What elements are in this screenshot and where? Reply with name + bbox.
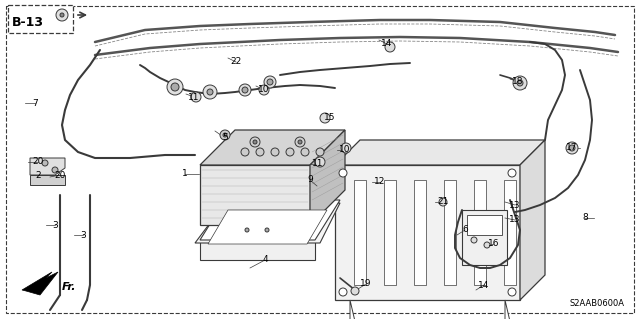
- Polygon shape: [343, 300, 357, 319]
- Circle shape: [471, 237, 477, 243]
- Text: 16: 16: [488, 240, 500, 249]
- Polygon shape: [520, 140, 545, 300]
- Text: 10: 10: [259, 85, 269, 94]
- FancyBboxPatch shape: [8, 5, 73, 33]
- Circle shape: [508, 288, 516, 296]
- Text: 14: 14: [381, 40, 393, 48]
- Text: 6: 6: [462, 226, 468, 234]
- Circle shape: [239, 84, 251, 96]
- Text: 1: 1: [182, 169, 188, 179]
- Circle shape: [484, 242, 490, 248]
- Circle shape: [508, 169, 516, 177]
- Bar: [474, 180, 486, 285]
- Text: 22: 22: [230, 57, 242, 66]
- Polygon shape: [22, 272, 58, 295]
- Bar: [462, 210, 507, 265]
- Circle shape: [513, 76, 527, 90]
- Polygon shape: [30, 158, 65, 175]
- Text: 15: 15: [324, 113, 336, 122]
- Polygon shape: [208, 210, 327, 244]
- Polygon shape: [335, 140, 545, 165]
- Circle shape: [42, 160, 48, 166]
- Polygon shape: [200, 165, 310, 225]
- Circle shape: [517, 80, 523, 86]
- Polygon shape: [195, 203, 340, 243]
- Circle shape: [439, 198, 447, 206]
- Text: 2: 2: [35, 170, 41, 180]
- Circle shape: [167, 79, 183, 95]
- Circle shape: [271, 148, 279, 156]
- Text: 18: 18: [512, 78, 524, 86]
- Text: 10: 10: [339, 145, 351, 154]
- Circle shape: [264, 76, 276, 88]
- Text: 14: 14: [478, 280, 490, 290]
- Text: 8: 8: [582, 213, 588, 222]
- Circle shape: [351, 287, 359, 295]
- Circle shape: [569, 145, 575, 151]
- Text: B-13: B-13: [12, 16, 44, 28]
- Polygon shape: [200, 200, 340, 240]
- Text: 3: 3: [80, 231, 86, 240]
- Circle shape: [250, 137, 260, 147]
- Text: 13: 13: [509, 201, 521, 210]
- Circle shape: [60, 13, 64, 17]
- Polygon shape: [30, 175, 65, 185]
- Circle shape: [301, 148, 309, 156]
- Circle shape: [223, 133, 227, 137]
- Circle shape: [286, 148, 294, 156]
- Circle shape: [56, 9, 68, 21]
- Polygon shape: [310, 130, 345, 225]
- Text: 17: 17: [566, 144, 578, 152]
- Circle shape: [265, 228, 269, 232]
- Polygon shape: [200, 240, 315, 260]
- Text: 3: 3: [52, 220, 58, 229]
- Text: 9: 9: [307, 175, 313, 184]
- Circle shape: [203, 85, 217, 99]
- Circle shape: [241, 148, 249, 156]
- Text: 20: 20: [54, 170, 66, 180]
- Circle shape: [220, 130, 230, 140]
- Text: 13: 13: [509, 216, 521, 225]
- Circle shape: [256, 148, 264, 156]
- Text: 12: 12: [374, 177, 386, 187]
- Bar: [467, 215, 502, 235]
- Circle shape: [566, 142, 578, 154]
- Polygon shape: [335, 165, 520, 300]
- Circle shape: [191, 92, 201, 102]
- Bar: [414, 180, 426, 285]
- Bar: [384, 180, 396, 285]
- Circle shape: [207, 89, 213, 95]
- Circle shape: [315, 157, 325, 167]
- Circle shape: [295, 137, 305, 147]
- Text: 7: 7: [32, 99, 38, 108]
- Circle shape: [245, 228, 249, 232]
- Circle shape: [385, 42, 395, 52]
- Circle shape: [341, 143, 351, 153]
- Bar: [354, 180, 366, 285]
- Text: 5: 5: [222, 133, 228, 143]
- Circle shape: [259, 85, 269, 95]
- Text: 19: 19: [360, 279, 372, 288]
- Bar: [504, 180, 516, 285]
- Circle shape: [52, 167, 58, 173]
- Text: 21: 21: [437, 197, 449, 206]
- Text: 4: 4: [262, 256, 268, 264]
- Text: 11: 11: [188, 93, 200, 101]
- Circle shape: [339, 288, 347, 296]
- Text: S2AAB0600A: S2AAB0600A: [570, 299, 625, 308]
- Circle shape: [298, 140, 302, 144]
- Text: 11: 11: [312, 160, 324, 168]
- Circle shape: [316, 148, 324, 156]
- Text: Fr.: Fr.: [62, 282, 77, 292]
- Bar: [444, 180, 456, 285]
- Polygon shape: [200, 130, 345, 165]
- Circle shape: [320, 113, 330, 123]
- Circle shape: [339, 169, 347, 177]
- Circle shape: [242, 87, 248, 93]
- Circle shape: [171, 83, 179, 91]
- Circle shape: [267, 79, 273, 85]
- Polygon shape: [498, 300, 512, 319]
- Text: 20: 20: [32, 158, 44, 167]
- Circle shape: [253, 140, 257, 144]
